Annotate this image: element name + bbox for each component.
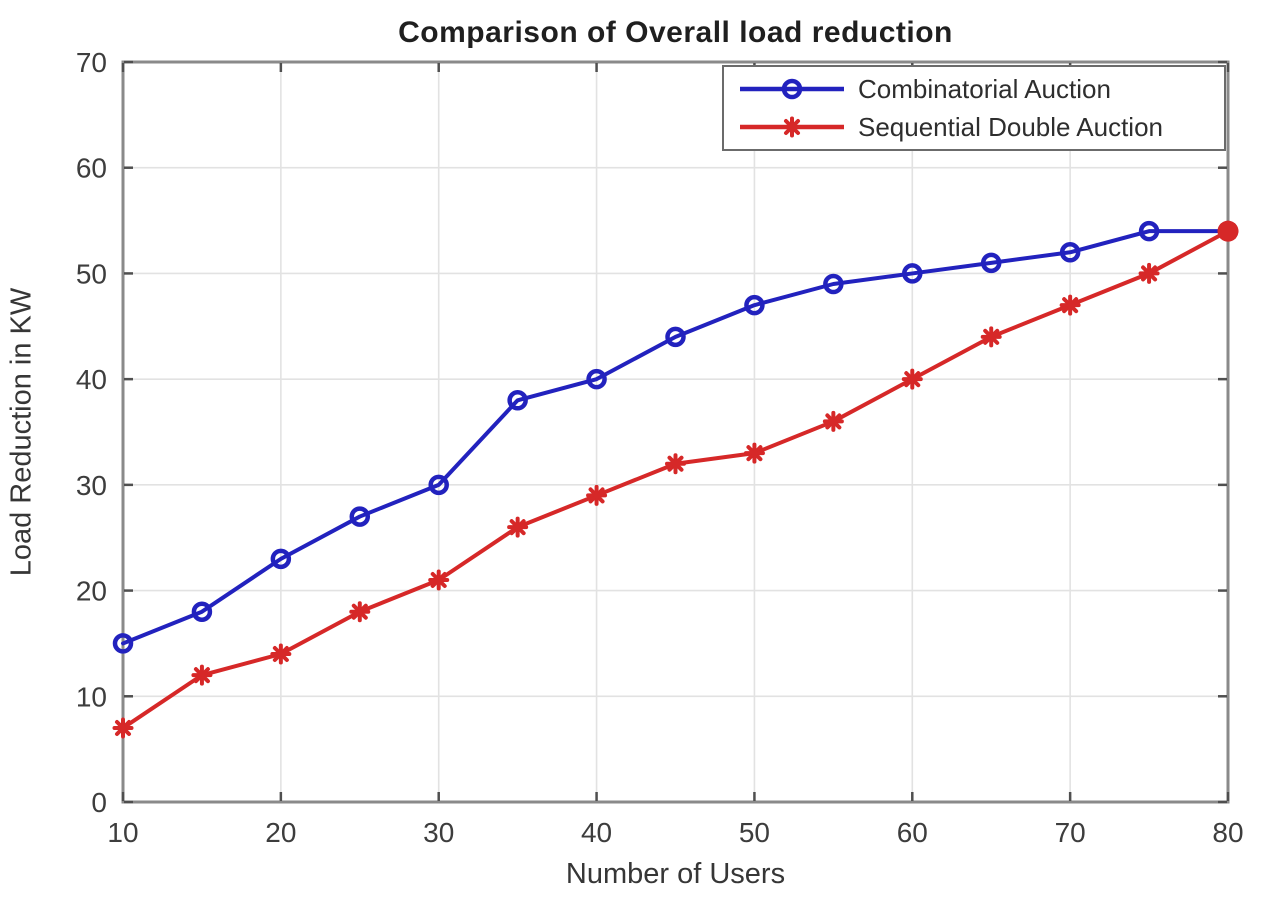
x-tick-label: 20 [265,817,296,848]
y-tick-label: 70 [76,47,107,78]
y-tick-label: 50 [76,258,107,289]
marker-circle [744,294,765,316]
marker-circle [1059,242,1081,263]
series-markers-combinatorial-auction [112,220,1239,654]
x-tick-label: 70 [1055,817,1086,848]
legend-line-sample [740,78,844,100]
marker-circle [349,506,371,527]
y-tick-label: 0 [91,787,107,818]
x-tick-label: 60 [897,817,928,848]
marker-asterisk-center [829,418,837,425]
legend-line-sample [740,116,844,138]
marker-circle [902,263,923,284]
legend-label: Combinatorial Auction [858,73,1111,104]
marker-circle [980,252,1002,274]
marker-circle [781,78,803,100]
marker-asterisk-center [987,333,995,341]
end-overlap-marker [1217,220,1239,242]
series-line-combinatorial-auction [121,229,1230,646]
marker-asterisk-center [788,123,796,131]
marker-asterisk-center [593,492,600,499]
legend: Combinatorial Auction Sequential Double A… [722,65,1226,151]
marker-circle [428,474,449,496]
x-tick-label: 10 [107,817,138,848]
marker-asterisk-center [1145,270,1153,277]
marker-circle [665,326,686,348]
marker-asterisk-center [435,576,443,584]
marker-asterisk-center [751,449,758,457]
chart-title: Comparison of Overall load reduction [398,16,953,49]
marker-circle [191,601,213,622]
marker-asterisk-center [277,650,285,658]
legend-item-combinatorial-auction: Combinatorial Auction [736,73,1224,105]
y-tick-label: 60 [76,153,107,184]
y-tick-label: 20 [76,576,107,607]
x-tick-label: 80 [1212,817,1243,848]
marker-asterisk-center [908,375,916,383]
marker-asterisk-center [119,724,127,732]
y-tick-label: 40 [76,364,107,395]
marker-asterisk-center [672,460,679,468]
marker-circle [1138,220,1160,242]
marker-circle [270,548,292,570]
marker-asterisk-center [356,608,364,616]
series-markers-sequential-double-auction [112,220,1239,739]
legend-item-sequential-double-auction: Sequential Double Auction [736,111,1224,143]
legend-label: Sequential Double Auction [858,111,1164,142]
x-tick-label: 30 [423,817,454,848]
axes-border [121,60,1230,804]
marker-circle [507,390,528,411]
marker-circle [823,273,844,295]
marker-circle [586,368,607,390]
y-tick-label: 10 [76,681,107,712]
marker-circle [112,633,134,654]
marker-asterisk-center [1066,301,1074,309]
x-tick-label: 40 [581,817,612,848]
x-axis-label: Number of Users [565,858,786,890]
marker-asterisk-center [198,671,206,679]
marker-asterisk-center [514,523,522,531]
y-tick-label: 30 [76,470,107,501]
x-tick-label: 50 [739,817,770,848]
